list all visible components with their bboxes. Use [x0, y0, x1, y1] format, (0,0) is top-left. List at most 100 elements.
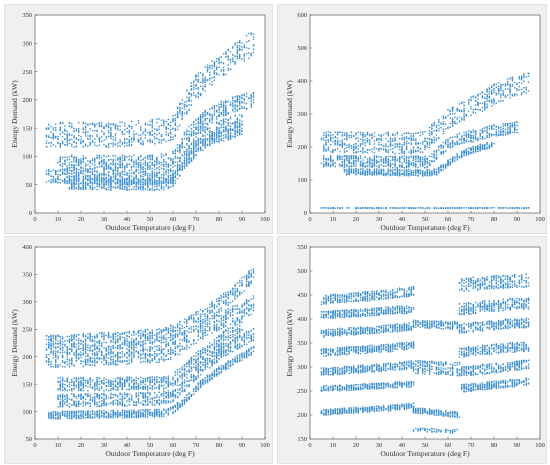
data-point: [401, 166, 403, 169]
data-point: [369, 158, 371, 160]
data-point: [523, 76, 525, 79]
data-point: [463, 107, 465, 110]
data-point: [239, 55, 241, 58]
data-point: [392, 159, 394, 161]
data-point: [45, 169, 48, 172]
data-point: [486, 135, 488, 138]
data-point: [59, 158, 61, 160]
data-point: [442, 116, 445, 118]
data-point: [186, 149, 188, 151]
data-point: [399, 149, 401, 151]
data-point: [94, 174, 96, 177]
data-point: [170, 128, 172, 131]
data-point: [232, 106, 234, 108]
data-point: [124, 158, 126, 161]
data-point: [362, 159, 364, 161]
data-point: [364, 135, 366, 138]
data-point: [130, 179, 133, 181]
data-point: [447, 139, 449, 141]
data-point: [142, 163, 144, 165]
data-point: [137, 186, 140, 189]
data-point: [71, 160, 73, 163]
data-point: [234, 96, 236, 98]
data-point: [202, 87, 204, 90]
data-point: [216, 109, 218, 112]
data-point: [500, 89, 502, 92]
data-point: [190, 88, 193, 90]
data-point: [158, 125, 160, 128]
data-point: [387, 164, 389, 167]
data-point: [110, 142, 112, 145]
data-point: [376, 156, 378, 159]
data-point: [188, 108, 190, 111]
data-point: [55, 172, 57, 175]
data-point: [353, 164, 355, 166]
data-point: [52, 129, 55, 131]
data-point: [252, 101, 255, 104]
data-point: [350, 147, 353, 149]
data-point: [236, 41, 239, 44]
data-point: [149, 120, 151, 123]
data-point: [126, 177, 128, 179]
data-point: [245, 95, 248, 98]
data-point: [449, 117, 451, 120]
data-point: [470, 130, 472, 133]
data-point: [160, 154, 163, 156]
data-point: [518, 89, 520, 91]
data-point: [112, 173, 114, 176]
data-point: [479, 109, 481, 111]
data-point: [227, 111, 229, 114]
data-point: [151, 155, 153, 157]
data-point: [98, 123, 101, 125]
data-point: [419, 163, 422, 166]
data-point: [412, 150, 415, 153]
data-point: [389, 137, 392, 139]
data-point: [193, 158, 195, 160]
data-point: [66, 168, 68, 171]
data-point: [497, 134, 500, 136]
data-point: [222, 114, 225, 117]
data-point: [124, 181, 126, 183]
data-point: [193, 132, 195, 135]
data-point: [130, 188, 133, 191]
data-point: [470, 134, 472, 136]
data-point: [202, 128, 204, 130]
data-point: [140, 162, 142, 164]
data-point: [195, 76, 197, 78]
data-point: [149, 179, 151, 182]
data-point: [330, 138, 332, 140]
data-point: [449, 110, 451, 112]
data-point: [117, 174, 119, 176]
data-point: [190, 93, 193, 96]
data-point: [204, 139, 206, 142]
data-point: [366, 148, 369, 151]
data-point: [179, 167, 181, 170]
data-point: [486, 130, 488, 132]
data-point: [130, 169, 133, 171]
data-point: [323, 150, 325, 152]
data-point: [442, 128, 445, 130]
data-point: [151, 187, 153, 189]
data-point: [144, 184, 147, 186]
data-point: [158, 166, 160, 168]
data-point: [84, 174, 87, 177]
data-point: [417, 171, 419, 174]
data-point: [252, 33, 255, 35]
data-point: [433, 150, 435, 152]
data-point: [234, 42, 236, 44]
data-point: [128, 131, 130, 133]
data-point: [87, 160, 89, 162]
data-point: [186, 111, 188, 114]
data-point: [323, 155, 325, 157]
data-point: [239, 101, 241, 104]
data-point: [140, 181, 142, 183]
data-point: [507, 131, 509, 133]
data-point: [206, 111, 209, 114]
y-tick-label: 150: [22, 125, 32, 132]
data-point: [330, 136, 332, 139]
data-point: [75, 156, 78, 159]
data-point: [428, 164, 431, 166]
data-point: [119, 159, 121, 161]
data-point: [156, 163, 158, 166]
data-point: [403, 136, 405, 139]
